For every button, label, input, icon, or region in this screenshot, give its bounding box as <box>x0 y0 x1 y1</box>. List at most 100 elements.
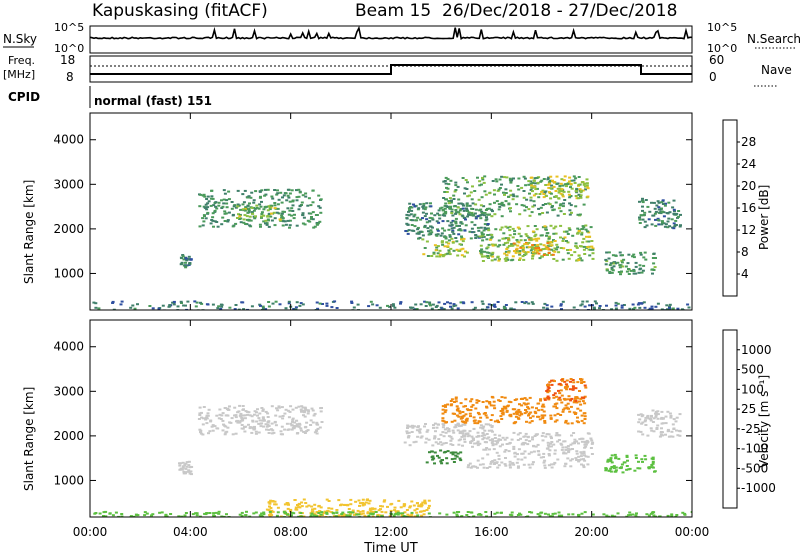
range-cell <box>687 306 691 309</box>
range-cell <box>431 218 435 221</box>
range-cell <box>530 301 534 304</box>
range-cell <box>234 222 238 225</box>
range-cell <box>434 441 438 444</box>
range-cell <box>257 422 261 425</box>
range-cell <box>516 514 520 516</box>
range-cell <box>418 236 422 239</box>
range-cell <box>172 300 176 303</box>
range-cell <box>667 201 671 204</box>
range-cell <box>489 419 493 421</box>
range-cell <box>438 207 442 210</box>
range-cell <box>556 412 560 415</box>
range-cell <box>643 306 647 309</box>
range-cell <box>631 513 635 516</box>
range-cell <box>283 428 287 431</box>
range-cell <box>552 258 556 260</box>
range-cell <box>501 443 504 446</box>
range-cell <box>94 302 98 305</box>
range-cell <box>393 513 397 516</box>
range-cell <box>416 208 420 211</box>
range-cell <box>464 224 468 227</box>
range-cell <box>288 226 291 229</box>
range-cell <box>256 414 259 417</box>
range-cell <box>514 251 518 254</box>
range-cell <box>312 514 316 517</box>
range-cell <box>558 187 562 190</box>
range-cell <box>427 438 431 441</box>
range-cell <box>285 502 289 505</box>
range-cell <box>458 457 462 460</box>
range-cell <box>572 306 576 309</box>
range-cell <box>450 458 454 461</box>
range-cell <box>488 192 492 195</box>
range-cell <box>480 255 484 258</box>
range-cell <box>104 510 108 513</box>
range-cell <box>611 262 615 265</box>
range-cell <box>576 213 580 216</box>
range-cell <box>649 418 653 420</box>
range-cell <box>470 405 474 408</box>
range-cell <box>178 462 181 465</box>
range-cell <box>571 442 575 445</box>
range-cell <box>374 511 378 513</box>
range-cell <box>94 306 98 309</box>
range-cell <box>318 206 322 209</box>
range-cell <box>649 419 653 422</box>
range-cell <box>258 412 262 415</box>
range-cell <box>582 458 585 461</box>
range-cell <box>579 409 583 412</box>
range-cell <box>220 515 224 517</box>
range-cell <box>414 219 418 222</box>
range-cell <box>576 227 580 230</box>
range-cell <box>203 195 207 198</box>
range-cell <box>564 462 568 465</box>
range-cell <box>461 415 465 418</box>
range-cell <box>208 512 212 514</box>
range-cell <box>415 308 419 310</box>
range-cell <box>444 202 448 205</box>
range-cell <box>251 427 255 430</box>
range-cell <box>552 443 556 446</box>
range-cell <box>672 222 676 225</box>
range-cell <box>642 301 646 304</box>
range-cell <box>300 501 304 504</box>
range-cell <box>466 466 470 469</box>
range-cell <box>578 188 582 191</box>
range-cell <box>412 215 416 218</box>
range-cell <box>543 420 547 422</box>
range-cell <box>588 254 592 257</box>
range-cell <box>550 379 554 382</box>
range-cell <box>534 192 538 195</box>
range-cell <box>612 467 616 470</box>
range-cell <box>523 397 527 400</box>
range-cell <box>405 509 409 511</box>
range-cell <box>222 198 226 201</box>
range-cell <box>552 394 556 397</box>
nave-trace <box>90 64 692 75</box>
range-cell <box>292 308 296 310</box>
range-cell <box>666 410 670 413</box>
range-cell <box>656 200 660 203</box>
range-cell <box>536 245 540 248</box>
range-cell <box>484 193 488 196</box>
range-cell <box>570 397 574 400</box>
range-cell <box>550 305 554 308</box>
range-cell <box>452 461 456 463</box>
range-cell <box>371 513 375 516</box>
range-cell <box>516 244 520 247</box>
range-cell <box>491 210 494 213</box>
range-cell <box>677 215 680 218</box>
range-cell <box>573 182 577 184</box>
range-cell <box>252 201 256 204</box>
range-cell <box>468 204 472 207</box>
range-cell <box>413 509 417 512</box>
range-cell <box>260 216 263 219</box>
nave-label: Nave <box>761 63 792 77</box>
range-cell <box>541 432 545 435</box>
range-cell <box>120 515 124 517</box>
range-cell <box>433 214 437 217</box>
range-cell <box>367 514 371 517</box>
range-cell <box>518 414 522 417</box>
range-cell <box>184 304 187 307</box>
range-cell <box>450 437 454 440</box>
